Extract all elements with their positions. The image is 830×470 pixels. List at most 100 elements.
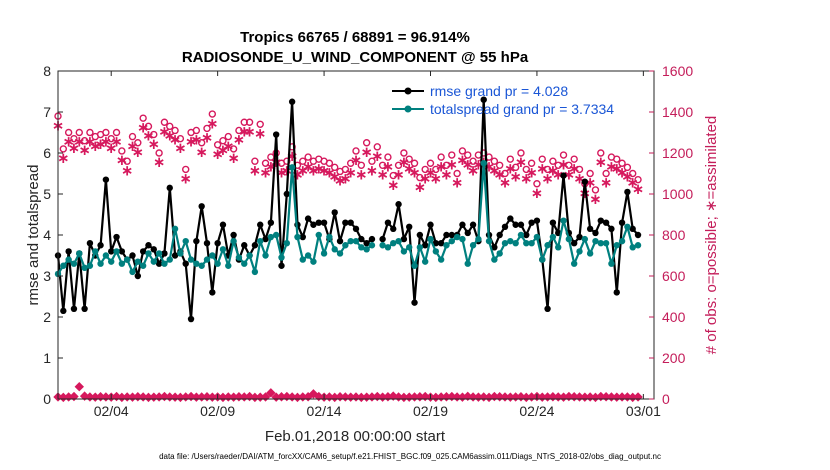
rmse-point <box>400 235 408 243</box>
rmse-point <box>406 223 413 230</box>
obs-possible-point <box>357 161 366 170</box>
obs-possible-point <box>602 169 610 178</box>
rmse-point <box>624 188 631 196</box>
x-tick-label: 02/14 <box>307 403 342 419</box>
obs-possible-point <box>224 132 232 141</box>
obs-assimilated-point: ∗ <box>78 141 91 159</box>
spread-point <box>560 217 567 224</box>
obs-possible-point <box>299 157 307 165</box>
y-tick-label: 7 <box>43 104 51 120</box>
obs-assimilated-point: ∗ <box>616 163 629 181</box>
spread-point <box>251 268 259 276</box>
rmse-point <box>288 98 296 105</box>
rmse-point <box>145 242 152 249</box>
spread-point <box>549 233 557 241</box>
rmse-point <box>70 305 78 312</box>
spread-point <box>469 242 477 249</box>
obs-possible-point <box>511 163 520 172</box>
spread-point <box>416 244 424 251</box>
rmse-point <box>139 248 147 255</box>
rmse-point <box>432 240 440 247</box>
obs-possible-point <box>325 159 334 167</box>
spread-point <box>336 250 344 257</box>
rmse-point <box>118 248 126 255</box>
legend: rmse grand pr = 4.028 totalspread grand … <box>392 83 614 117</box>
rmse-point <box>411 299 418 306</box>
spread-point <box>145 250 152 257</box>
rmse-point <box>304 215 312 222</box>
spread-point <box>209 252 216 259</box>
rmse-point <box>198 203 205 210</box>
obs-possible-point <box>378 161 387 170</box>
obs-assimilated-point: ∗ <box>121 161 134 179</box>
spread-point <box>193 260 200 267</box>
obs-assimilated-point: ∗ <box>179 170 192 188</box>
obs-possible-point <box>75 128 83 137</box>
spread-point <box>629 244 636 251</box>
obs-assimilated-point: ∗ <box>296 161 309 179</box>
obs-possible-point <box>256 120 264 129</box>
obs-assimilated-point: ∗ <box>126 137 139 155</box>
spread-point <box>86 262 94 269</box>
obs-assimilated-point: ∗ <box>610 159 623 177</box>
obs-possible-point <box>554 161 562 170</box>
obs-assimilated-point: ∗ <box>515 153 528 171</box>
obs-assimilated-point: ∗ <box>132 143 145 161</box>
x-axis-label: Feb.01,2018 00:00:00 start <box>265 428 446 445</box>
obs-assimilated-point: ∗ <box>110 133 123 151</box>
obs-possible-point <box>565 161 573 170</box>
y-tick-label: 0 <box>43 391 51 407</box>
spread-point <box>299 256 306 263</box>
rmse-point <box>272 131 280 138</box>
obs-assimilated-point: ∗ <box>169 131 182 149</box>
spread-point <box>475 235 482 243</box>
obs-possible-point <box>251 157 259 165</box>
obs-assimilated-point: ∗ <box>137 118 150 136</box>
spread-point <box>507 237 514 245</box>
obs-assimilated-point: ∗ <box>451 174 464 192</box>
rmse-point <box>592 229 599 237</box>
rmse-point <box>570 240 578 247</box>
y2-tick-label: 1200 <box>662 145 693 161</box>
obs-assimilated-point: ∗ <box>233 131 246 149</box>
rmse-point <box>161 250 168 257</box>
obs-assimilated-point: ∗ <box>328 168 341 186</box>
spread-point <box>390 240 397 247</box>
x-tick-label: 02/19 <box>413 403 448 419</box>
spread-point <box>304 252 312 259</box>
obs-assimilated-point: ∗ <box>382 157 395 175</box>
obs-possible-point <box>394 161 403 170</box>
obs-assimilated-point: ∗ <box>147 135 160 153</box>
obs-assimilated-point: ∗ <box>563 166 576 184</box>
rmse-point <box>251 242 259 249</box>
rmse-point <box>267 219 275 226</box>
rmse-point <box>166 184 173 192</box>
obs-assimilated-point: ∗ <box>626 174 639 192</box>
obs-possible-point <box>144 122 153 131</box>
obs-assimilated-point: ∗ <box>360 143 373 161</box>
spread-point <box>283 240 291 247</box>
obs-assimilated-point: ∗ <box>371 147 384 165</box>
obs-assimilated-point: ∗ <box>584 174 597 192</box>
spread-point <box>92 248 99 255</box>
spread-point <box>618 237 626 245</box>
spread-point <box>65 256 72 263</box>
rmse-point <box>257 221 264 228</box>
rmse-point <box>209 289 216 296</box>
obs-assimilated-point: ∗ <box>552 166 565 184</box>
y2-tick-label: 1600 <box>662 63 693 79</box>
obs-assimilated-point: ∗ <box>243 122 256 140</box>
obs-assimilated-point: ∗ <box>355 166 368 184</box>
spread-point <box>288 164 296 171</box>
spread-point <box>241 260 248 267</box>
rmse-point <box>368 235 376 243</box>
obs-possible-point <box>405 155 413 163</box>
obs-assimilated-point: ∗ <box>307 161 320 179</box>
obs-possible-point <box>549 157 557 165</box>
obs-possible-point <box>442 161 451 170</box>
rmse-point <box>113 233 120 241</box>
spread-point <box>246 252 253 259</box>
chart-subtitle: RADIOSONDE_U_WIND_COMPONENT @ 55 hPa <box>182 49 529 66</box>
rmse-point <box>108 248 115 255</box>
